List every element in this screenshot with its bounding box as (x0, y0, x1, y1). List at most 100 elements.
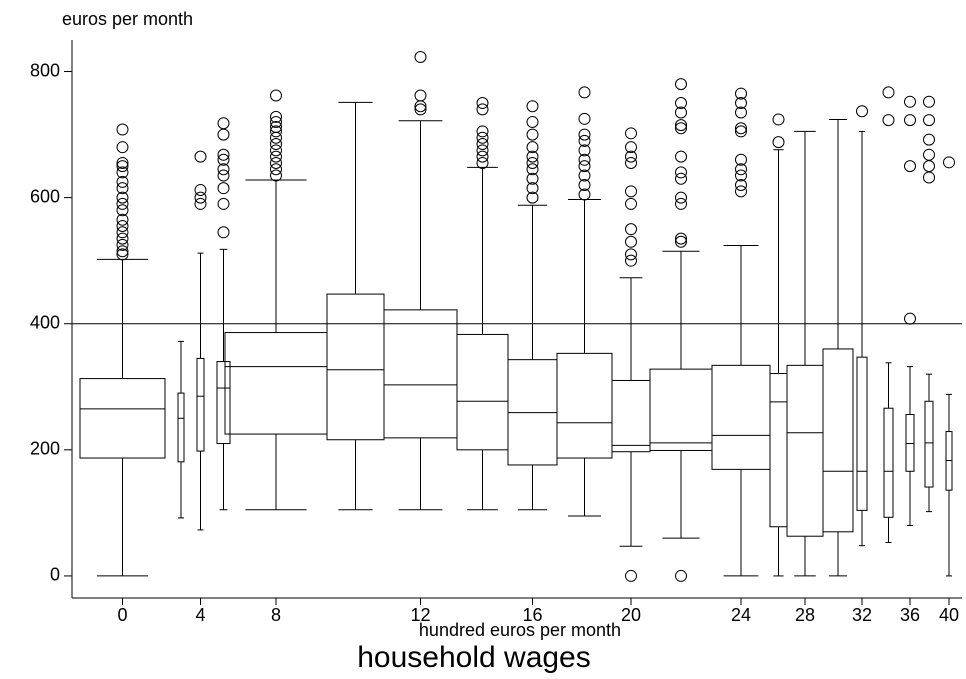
outlier (904, 160, 916, 173)
outlier (526, 172, 539, 185)
outlier (116, 160, 129, 173)
outlier (270, 121, 282, 134)
outlier (923, 148, 935, 161)
outlier (923, 133, 935, 146)
outlier (735, 163, 747, 176)
outlier (217, 148, 230, 161)
outlier (116, 232, 129, 245)
outlier (217, 163, 230, 176)
outlier (882, 86, 895, 99)
box (649, 368, 713, 451)
outlier (217, 197, 230, 210)
outlier (476, 97, 489, 110)
outlier (675, 119, 687, 132)
box (822, 348, 854, 533)
x-axis-title: hundred euros per month (419, 620, 621, 640)
outlier (116, 226, 129, 239)
box (383, 309, 458, 439)
outlier (476, 150, 489, 163)
outlier (772, 136, 785, 149)
outlier (194, 150, 207, 163)
outlier (116, 182, 129, 195)
outlier (270, 125, 282, 138)
outlier (578, 144, 591, 157)
box (883, 407, 894, 518)
outlier (675, 569, 687, 582)
x-tick-label: 12 (410, 605, 430, 625)
outlier (675, 235, 687, 248)
outlier (625, 127, 637, 140)
outlier (675, 232, 687, 245)
outlier (675, 78, 687, 91)
outlier (270, 144, 282, 157)
outlier (270, 138, 282, 151)
outlier (526, 128, 539, 141)
outlier (217, 153, 230, 166)
outlier (578, 112, 591, 125)
outlier (116, 175, 129, 188)
outlier (578, 86, 591, 99)
outlier (904, 95, 916, 108)
outlier (675, 166, 687, 179)
outlier (526, 156, 539, 169)
outlier (735, 122, 747, 135)
outlier (116, 220, 129, 232)
outlier (578, 179, 591, 192)
box (556, 352, 613, 459)
x-tick-label: 8 (271, 605, 281, 625)
outlier (578, 128, 591, 141)
outlier (625, 235, 637, 248)
outlier (414, 89, 427, 102)
outlier (270, 131, 282, 144)
outlier (904, 312, 916, 325)
outlier (578, 134, 591, 147)
x-tick-label: 40 (939, 605, 959, 625)
outlier (270, 163, 282, 176)
outlier (625, 569, 637, 582)
x-tick-label: 0 (117, 605, 127, 625)
outlier (526, 163, 539, 176)
box (79, 378, 166, 459)
outlier (414, 51, 427, 64)
outlier (735, 106, 747, 119)
box (196, 357, 205, 452)
outlier (735, 125, 747, 138)
x-tick-label: 20 (621, 605, 641, 625)
outlier (882, 114, 895, 127)
x-tick-label: 24 (731, 605, 751, 625)
y-tick-label: 400 (30, 312, 60, 332)
outlier (414, 103, 427, 116)
outlier (625, 254, 637, 267)
outlier (625, 156, 637, 169)
outlier (116, 204, 129, 217)
outlier (194, 184, 207, 197)
outlier (735, 169, 747, 182)
outlier (923, 95, 935, 108)
outlier (116, 123, 129, 136)
box (924, 400, 934, 488)
outlier (735, 97, 747, 110)
outlier (625, 223, 637, 236)
outlier (625, 150, 637, 163)
outlier (735, 185, 747, 198)
outlier (675, 150, 687, 163)
outlier (578, 169, 591, 182)
box (611, 379, 651, 453)
outlier (625, 185, 637, 198)
outlier (116, 166, 129, 179)
outlier (904, 114, 916, 127)
box (456, 333, 509, 451)
outlier (217, 117, 230, 130)
outlier (675, 122, 687, 135)
outlier (675, 197, 687, 210)
outlier (675, 191, 687, 204)
outlier (116, 248, 129, 261)
outlier (625, 141, 637, 154)
outlier (675, 106, 687, 119)
outlier (526, 191, 539, 204)
box (786, 364, 824, 537)
outlier (217, 128, 230, 141)
x-tick-label: 4 (195, 605, 205, 625)
outlier (923, 171, 935, 184)
